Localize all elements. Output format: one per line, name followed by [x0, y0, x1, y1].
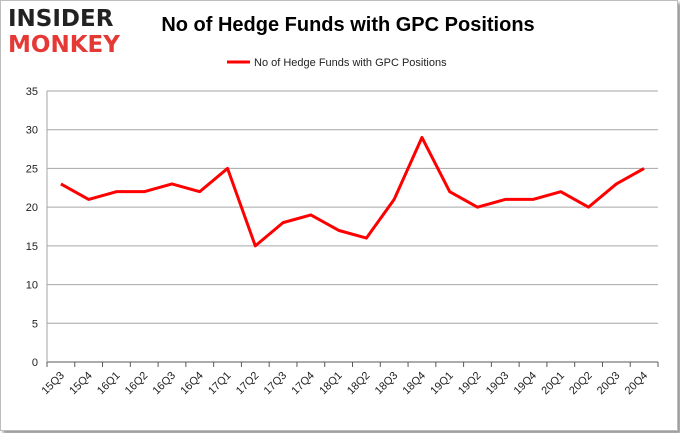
x-tick-label: 18Q1	[317, 370, 345, 398]
x-tick-label: 16Q2	[123, 370, 151, 398]
x-tick-label: 17Q3	[262, 370, 290, 398]
legend: No of Hedge Funds with GPC Positions	[227, 57, 447, 69]
y-tick-label: 0	[32, 357, 38, 369]
y-tick-labels: 0 5 10 15 20 25 30 35	[26, 86, 38, 369]
logo-line-2: MONKEY	[8, 32, 120, 58]
x-tick-label: 16Q4	[178, 370, 206, 398]
chart-title: No of Hedge Funds with GPC Positions	[161, 14, 535, 36]
x-tick-label: 18Q2	[345, 370, 373, 398]
x-tick-label: 19Q3	[484, 370, 512, 398]
series-line	[60, 135, 645, 248]
insider-monkey-logo: INSIDER MONKEY	[8, 8, 128, 58]
legend-label: No of Hedge Funds with GPC Positions	[254, 57, 447, 69]
y-tick-label: 30	[26, 125, 38, 137]
axes	[46, 91, 659, 367]
logo-line-1: INSIDER	[8, 6, 114, 32]
y-tick-label: 25	[26, 163, 38, 175]
x-tick-label: 15Q4	[67, 370, 95, 398]
y-tick-label: 15	[26, 241, 38, 253]
x-tick-label: 20Q2	[567, 370, 595, 398]
x-tick-label: 17Q1	[206, 370, 234, 398]
y-tick-label: 35	[26, 86, 38, 98]
x-tick-label: 15Q3	[39, 370, 67, 398]
series-lines	[60, 135, 645, 248]
x-tick-label: 18Q3	[373, 370, 401, 398]
y-tick-label: 20	[26, 202, 38, 214]
x-tick-labels: 15Q3 15Q4 16Q1 16Q2 16Q3 16Q4 17Q1 17Q2 17Q3 17Q4…	[39, 370, 650, 398]
x-tick-label: 17Q4	[289, 370, 317, 398]
grid-lines	[47, 90, 658, 324]
y-tick-label: 10	[26, 280, 38, 292]
x-tick-label: 17Q2	[234, 370, 262, 398]
x-tick-label: 19Q1	[428, 370, 456, 398]
x-tick-label: 20Q4	[623, 370, 651, 398]
x-tick-label: 20Q3	[595, 370, 623, 398]
x-tick-label: 19Q4	[512, 370, 540, 398]
x-tick-label: 18Q4	[401, 370, 429, 398]
y-tick-label: 5	[32, 318, 38, 330]
x-tick-label: 16Q1	[95, 370, 123, 398]
x-tick-label: 20Q1	[539, 370, 567, 398]
x-tick-label: 16Q3	[151, 370, 179, 398]
x-tick-label: 19Q2	[456, 370, 484, 398]
